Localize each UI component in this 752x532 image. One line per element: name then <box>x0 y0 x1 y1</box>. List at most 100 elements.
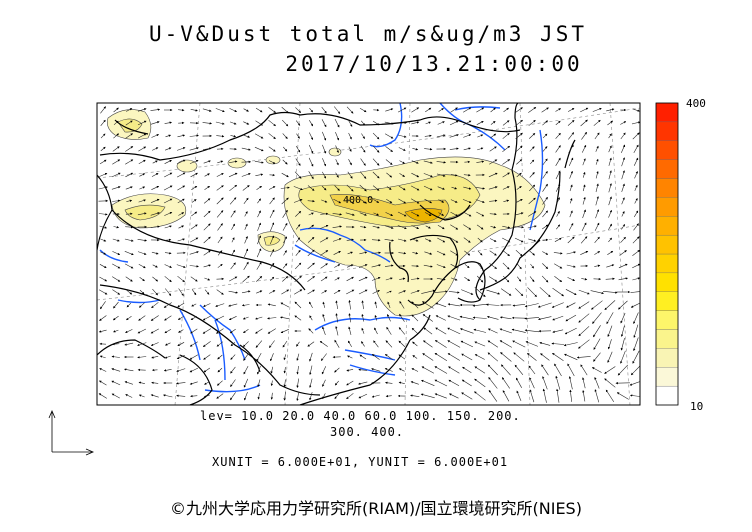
wind-vector <box>319 341 328 347</box>
wind-vector <box>605 277 615 281</box>
wind-vector <box>633 337 639 352</box>
wind-vector <box>423 264 433 268</box>
wind-vector <box>502 186 510 190</box>
wind-vector <box>151 134 160 138</box>
wind-vector <box>487 352 499 362</box>
wind-vector <box>516 276 522 282</box>
wind-vector <box>100 146 106 152</box>
wind-vector <box>203 303 211 307</box>
wind-vector <box>620 325 625 337</box>
wind-vector <box>424 212 432 216</box>
wind-vector <box>228 316 237 321</box>
wind-vector <box>295 210 302 217</box>
wind-vector <box>280 329 289 334</box>
wind-vector <box>203 394 210 398</box>
wind-vector <box>217 250 223 256</box>
wind-vector <box>307 341 315 347</box>
wind-vector <box>447 340 461 348</box>
wind-vector <box>361 341 365 347</box>
wind-vector <box>348 313 351 323</box>
wind-vector <box>255 173 264 176</box>
wind-vector <box>542 263 549 270</box>
wind-vector <box>450 107 458 113</box>
wind-vector <box>282 209 288 218</box>
wind-vector <box>488 172 498 178</box>
wind-vector <box>423 160 433 164</box>
wind-vector <box>231 249 235 257</box>
wind-vector <box>410 185 420 191</box>
wind-vector <box>204 381 210 385</box>
wind-vector <box>502 225 511 229</box>
wind-vector <box>514 237 524 243</box>
wind-vector <box>361 327 365 334</box>
wind-vector <box>320 263 328 269</box>
wind-vector <box>371 354 380 360</box>
wind-vector <box>621 224 626 230</box>
wind-vector <box>163 394 173 398</box>
wind-vector <box>554 276 563 283</box>
colorbar-swatch <box>655 178 679 198</box>
wind-vector <box>516 377 522 388</box>
wind-vector <box>282 340 288 348</box>
wind-vector <box>502 275 510 283</box>
wind-vector <box>620 337 625 351</box>
wind-vector <box>334 380 339 386</box>
wind-vector <box>399 300 405 309</box>
wind-vector <box>345 212 355 216</box>
wind-vector <box>164 328 172 334</box>
wind-vector <box>241 290 251 294</box>
wind-vector <box>152 147 159 151</box>
wind-vector <box>189 159 199 164</box>
wind-vector <box>436 264 446 269</box>
wind-vector <box>347 251 353 255</box>
wind-vector <box>307 276 315 282</box>
colorbar-swatch <box>655 121 679 141</box>
wind-vector <box>203 354 211 360</box>
wind-vector <box>256 290 263 294</box>
wind-vector <box>268 186 276 190</box>
wind-vector <box>502 262 510 270</box>
wind-vector <box>309 365 313 375</box>
wind-vector <box>294 289 303 295</box>
wind-vector <box>447 327 461 335</box>
wind-vector <box>228 172 238 178</box>
wind-vector <box>257 235 262 245</box>
wind-vector <box>512 304 526 307</box>
wind-vector <box>360 120 366 126</box>
wind-vector <box>215 315 225 321</box>
wind-vector <box>608 183 612 193</box>
wind-vector <box>334 118 340 128</box>
wind-vector <box>257 365 261 375</box>
wind-vector <box>332 225 342 228</box>
wind-vector <box>477 263 483 270</box>
wind-vector <box>283 250 287 256</box>
wind-vector <box>348 299 351 310</box>
wind-vector <box>434 290 448 293</box>
wind-vector <box>437 237 446 243</box>
wind-vector <box>281 106 289 114</box>
wind-vector <box>113 107 119 113</box>
wind-vector <box>321 366 327 375</box>
wind-vector <box>98 213 108 216</box>
wind-vector <box>217 354 223 360</box>
wind-vector <box>477 134 484 138</box>
wind-vector <box>165 134 172 138</box>
wind-vector <box>527 353 537 361</box>
wind-vector <box>267 328 276 334</box>
wind-vector <box>398 252 407 255</box>
wind-vector <box>424 251 433 255</box>
wind-vector <box>582 158 586 166</box>
wind-vector <box>189 147 199 151</box>
wind-vector <box>335 172 339 178</box>
wind-vector <box>322 144 327 154</box>
colorbar-swatch <box>655 216 679 236</box>
wind-vector <box>138 263 146 269</box>
wind-vector <box>371 238 381 242</box>
wind-vector <box>593 119 601 126</box>
wind-vector <box>204 173 210 177</box>
wind-vector <box>100 238 107 242</box>
wind-vector <box>620 132 626 140</box>
wind-vector <box>126 315 132 321</box>
wind-vector <box>334 339 340 348</box>
wind-vector <box>321 185 327 191</box>
